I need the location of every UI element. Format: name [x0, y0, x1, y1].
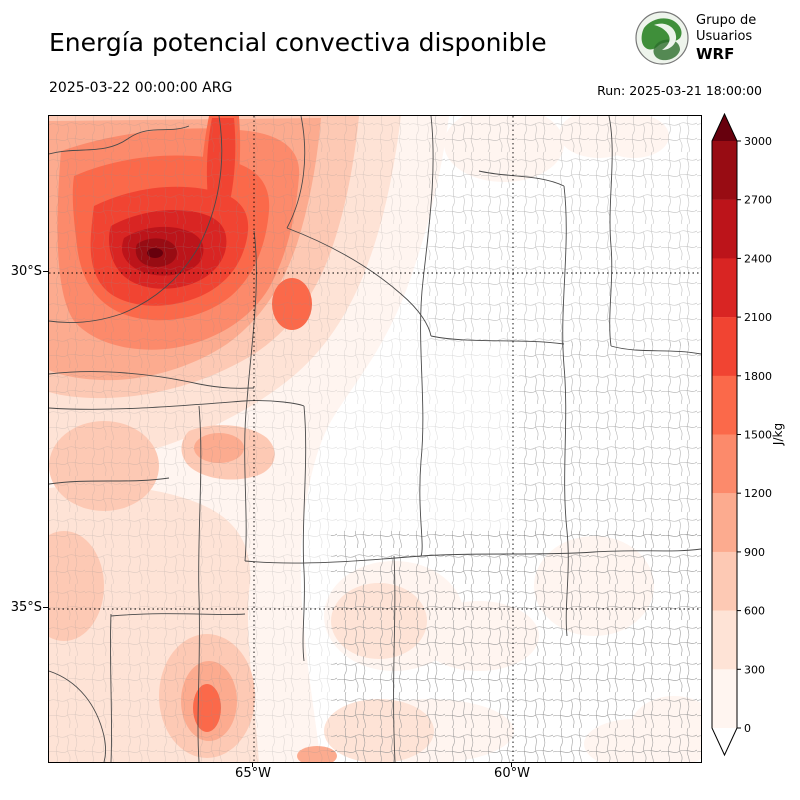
globe-icon: [635, 11, 689, 65]
x-axis-label-60W: 60°W: [494, 766, 530, 781]
logo-text: Grupo de Usuarios WRF: [696, 13, 756, 62]
colorbar-segment: [712, 199, 737, 259]
y-axis-label-35S: 35°S: [10, 600, 42, 615]
colorbar-tick-label: 1200: [744, 487, 772, 500]
colorbar-tick-label: 3000: [744, 135, 772, 148]
colorbar-over-arrow: [712, 114, 737, 141]
valid-time-label: 2025-03-22 00:00:00 ARG: [49, 80, 233, 96]
colorbar-segment: [712, 258, 737, 318]
colorbar-tick-label: 300: [744, 663, 765, 676]
colorbar-segment: [712, 317, 737, 376]
x-axis-label-65W: 65°W: [235, 766, 271, 781]
colorbar-svg: 3000 2700 2400 2100 1800 1500 1200 900 6…: [711, 112, 785, 757]
province-boundaries: [49, 116, 701, 762]
wrf-users-logo: Grupo de Usuarios WRF: [634, 10, 756, 66]
colorbar-tick-label: 0: [744, 722, 751, 735]
colorbar-tick-label: 1500: [744, 429, 772, 442]
y-tick-30S: [43, 271, 48, 272]
cape-map: [49, 116, 701, 762]
colorbar-segment: [712, 669, 737, 728]
colorbar-segment: [712, 610, 737, 670]
colorbar-tick-label: 1800: [744, 370, 772, 383]
x-tick-60W: [511, 762, 512, 767]
colorbar-under-arrow: [712, 728, 737, 755]
colorbar-tick-label: 2700: [744, 194, 772, 207]
logo-line-3: WRF: [696, 44, 735, 63]
y-tick-35S: [43, 607, 48, 608]
colorbar: 3000 2700 2400 2100 1800 1500 1200 900 6…: [710, 112, 800, 773]
colorbar-segment: [712, 375, 737, 435]
graticule-gridlines: [49, 116, 701, 762]
department-boundaries: [49, 116, 701, 762]
colorbar-tick-labels: 3000 2700 2400 2100 1800 1500 1200 900 6…: [744, 135, 772, 735]
colorbar-segment: [712, 434, 737, 494]
colorbar-ticks: [737, 140, 741, 729]
colorbar-tick-label: 2100: [744, 311, 772, 324]
colorbar-units-label: J/kg: [771, 423, 785, 446]
run-time-label: Run: 2025-03-21 18:00:00: [597, 83, 762, 98]
x-tick-65W: [252, 762, 253, 767]
map-plot-area: [48, 115, 702, 763]
colorbar-tick-label: 600: [744, 605, 765, 618]
colorbar-tick-label: 2400: [744, 252, 772, 265]
logo-line-2: Usuarios: [696, 29, 753, 44]
logo-line-1: Grupo de: [696, 13, 757, 29]
y-axis-label-30S: 30°S: [10, 264, 42, 279]
colorbar-segment: [712, 141, 737, 200]
colorbar-segment: [712, 493, 737, 553]
colorbar-tick-label: 900: [744, 546, 765, 559]
colorbar-segment: [712, 551, 737, 611]
page-title: Energía potencial convectiva disponible: [49, 28, 547, 57]
